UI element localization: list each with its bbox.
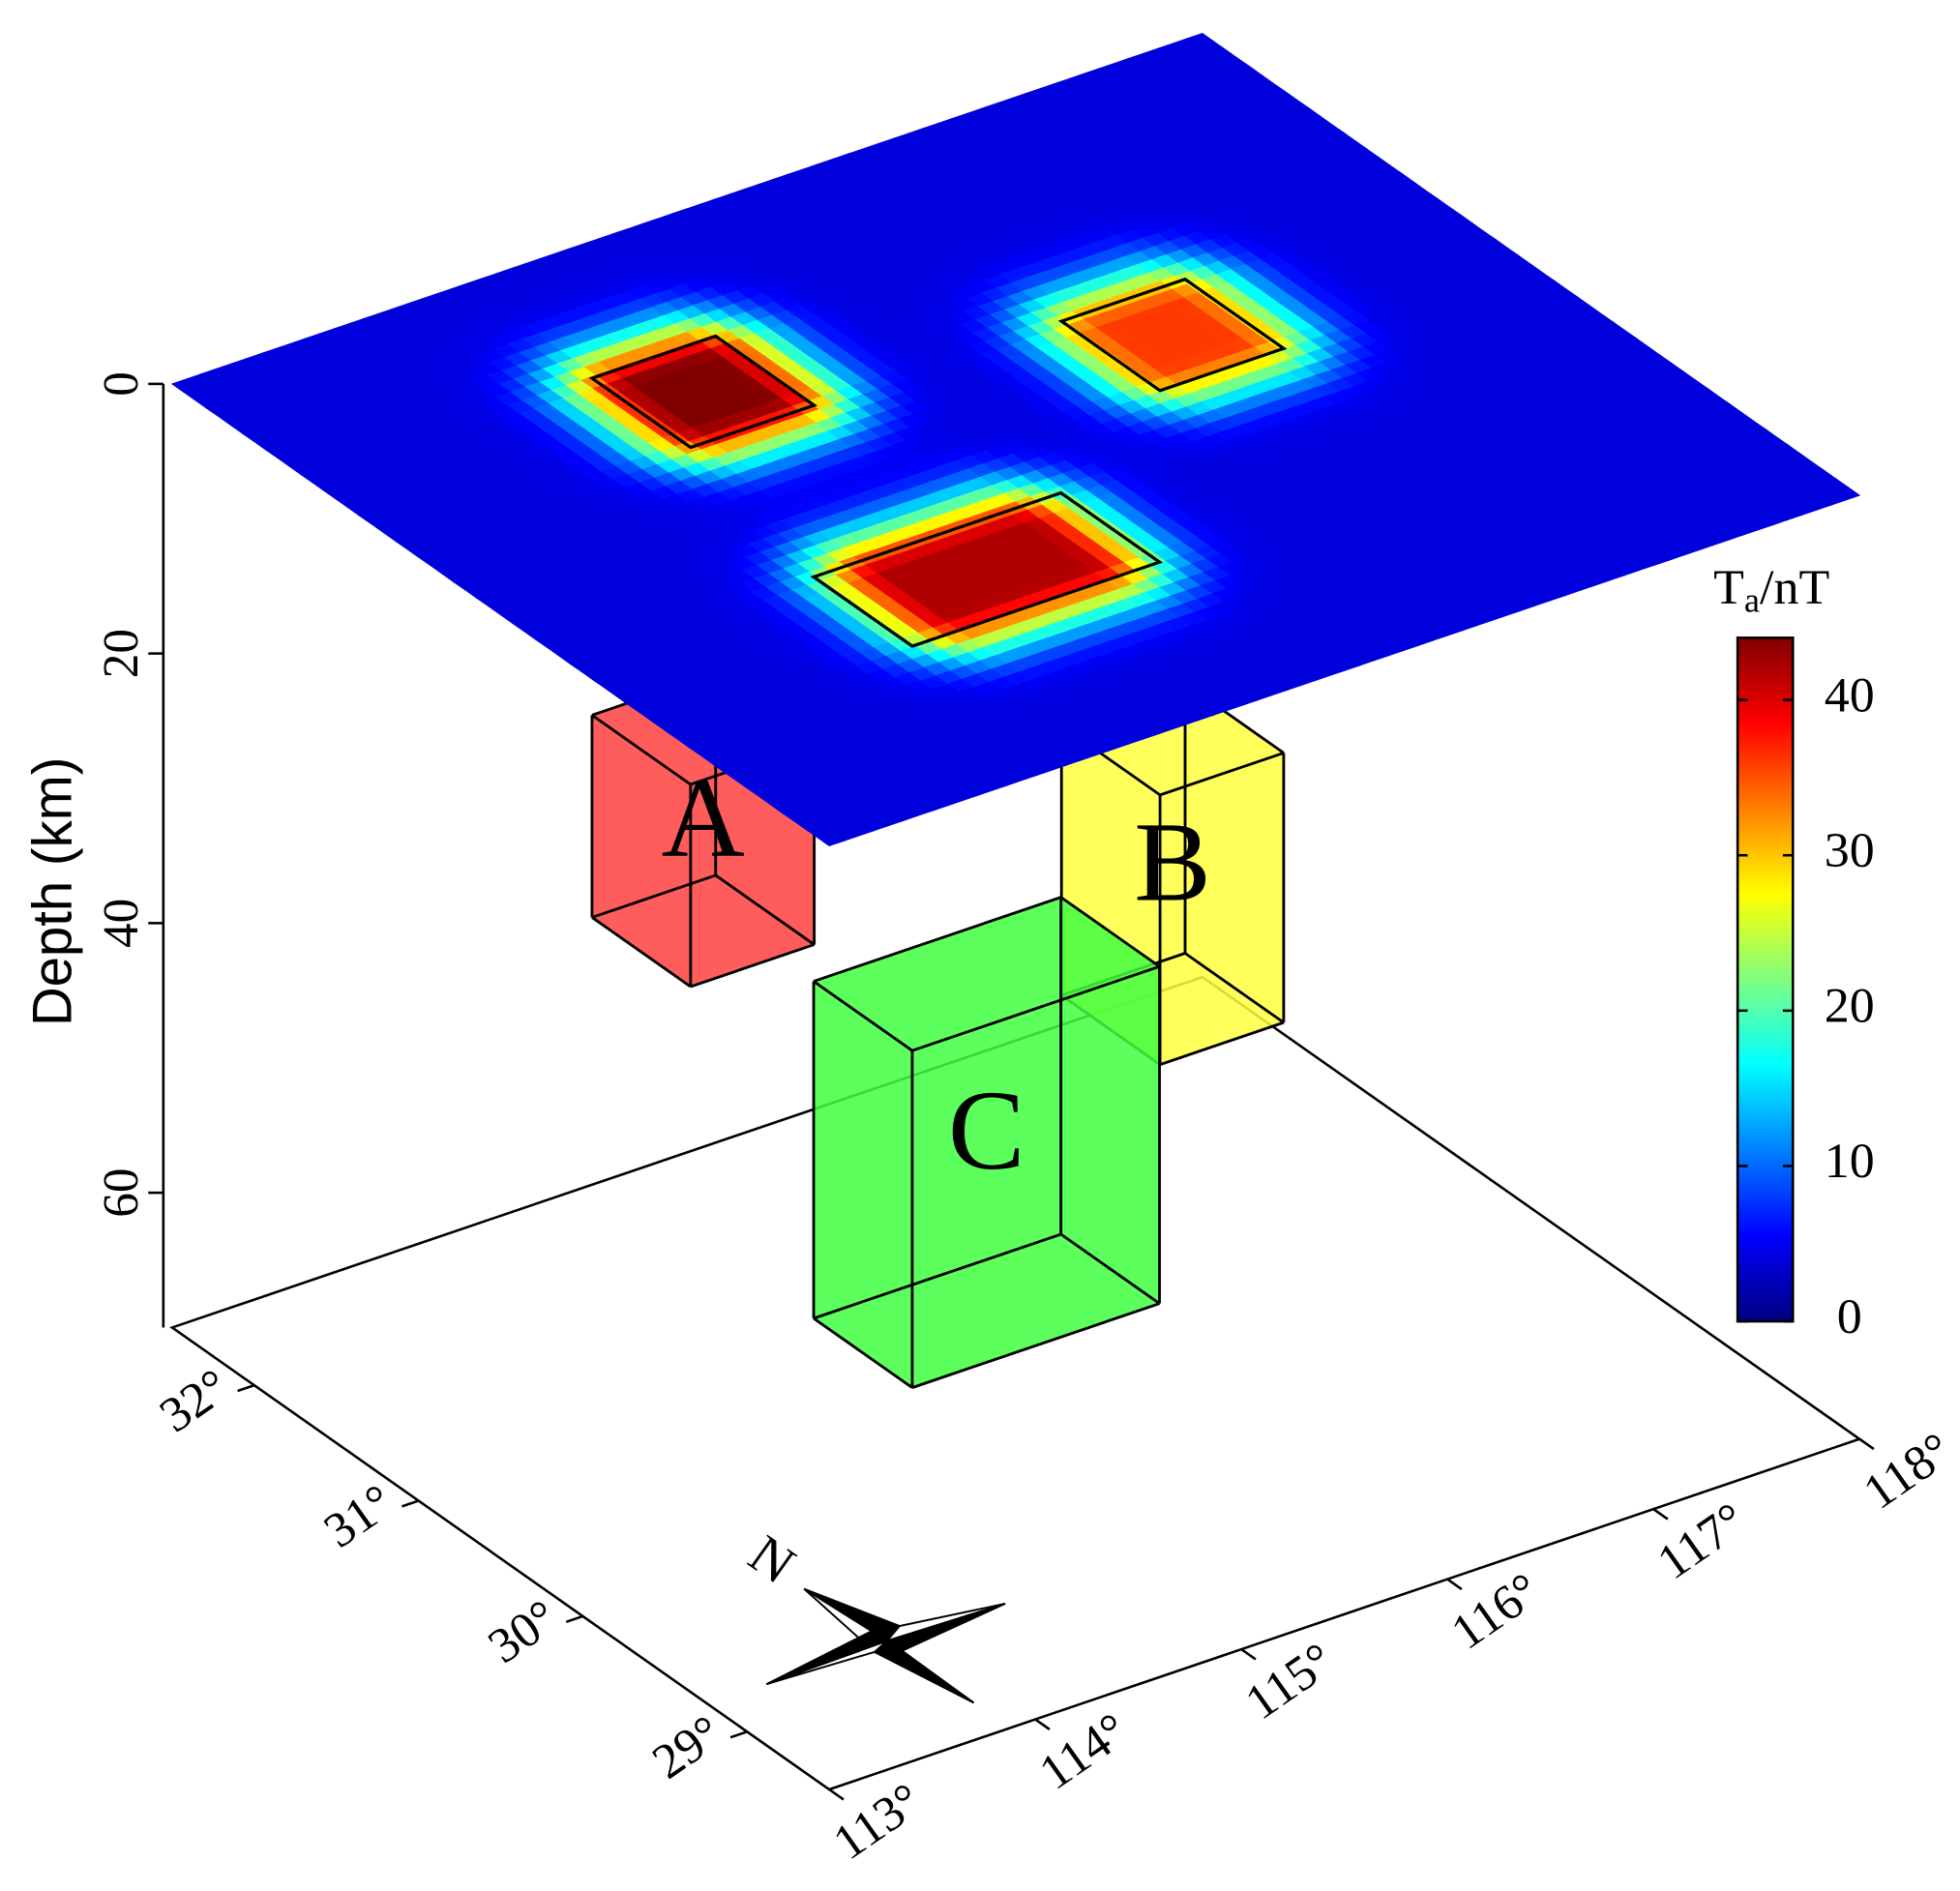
- body-edge: [1159, 752, 1285, 797]
- x-tick-label: 116°: [1441, 1562, 1550, 1660]
- compass-arm: [765, 1628, 889, 1686]
- colorbar-tick-label: 10: [1825, 1135, 1875, 1190]
- y-tick: [565, 1614, 583, 1623]
- compass-label: N: [738, 1523, 806, 1596]
- colorbar: [1736, 636, 1795, 1323]
- x-tick-label: 117°: [1648, 1492, 1756, 1590]
- body-edge: [1059, 1232, 1161, 1305]
- colorbar-subscript: a: [1744, 581, 1760, 620]
- x-tick-label: 113°: [823, 1773, 932, 1871]
- x-tick-label: 114°: [1029, 1702, 1138, 1800]
- x-tick: [828, 1788, 845, 1801]
- colorbar-unit: /nT: [1760, 560, 1829, 615]
- y-tick: [401, 1499, 420, 1508]
- anomaly-plane: [170, 32, 1861, 847]
- z-tick-label: 60: [93, 1167, 148, 1217]
- body-edge: [591, 714, 692, 786]
- body-edge: [1159, 1020, 1285, 1066]
- body-edge: [813, 980, 913, 1052]
- y-tick: [237, 1383, 255, 1393]
- body-edge: [591, 873, 717, 919]
- x-tick-label: 118°: [1854, 1423, 1960, 1521]
- body-edge: [690, 943, 816, 989]
- colorbar-tick-label: 30: [1825, 823, 1875, 878]
- body-edge: [714, 873, 816, 946]
- y-tick-label: 32°: [150, 1359, 240, 1443]
- body-volume: [814, 897, 1160, 1388]
- body-edge: [813, 896, 1062, 983]
- colorbar-tick-label: 40: [1825, 668, 1875, 724]
- compass-arm: [873, 1640, 975, 1704]
- x-tick: [1034, 1718, 1051, 1731]
- x-tick: [1446, 1578, 1463, 1591]
- z-axis-label: Depth (km): [22, 757, 83, 1026]
- y-tick-label: 31°: [314, 1474, 404, 1558]
- compass-arm: [803, 1587, 902, 1642]
- anomaly-outline: [588, 334, 818, 450]
- x-tick: [1240, 1648, 1257, 1661]
- body-edge: [1059, 896, 1161, 968]
- body-label: B: [1134, 798, 1211, 925]
- z-tick-label: 20: [93, 629, 148, 678]
- body-edge: [911, 964, 1160, 1052]
- bodies-layer: A BC: [590, 671, 1286, 1389]
- y-tick: [729, 1730, 748, 1739]
- x-tick: [1652, 1508, 1669, 1521]
- body-edge: [813, 1316, 913, 1389]
- z-tick-label: 40: [93, 899, 148, 948]
- colorbar-label: Ta/nT: [1713, 560, 1829, 620]
- body-label: C: [948, 1067, 1025, 1194]
- anomaly-outline: [1057, 277, 1288, 393]
- colorbar-tick-label: 20: [1825, 979, 1875, 1034]
- compass-rose: [765, 1587, 1006, 1704]
- body-edge: [1184, 952, 1285, 1024]
- y-tick-label: 29°: [642, 1705, 732, 1789]
- y-tick-label: 30°: [479, 1589, 569, 1673]
- body-edge: [911, 1302, 1160, 1389]
- anomaly-outline: [810, 490, 1164, 648]
- z-tick-label: 0: [93, 371, 148, 397]
- body-edge: [813, 1232, 1062, 1320]
- x-tick: [1858, 1437, 1875, 1451]
- heatmap-cell: [1186, 32, 1216, 47]
- x-tick-label: 115°: [1235, 1633, 1344, 1730]
- colorbar-symbol: T: [1713, 560, 1744, 615]
- body-edge: [591, 916, 692, 989]
- colorbar-tick-label: 0: [1837, 1289, 1862, 1344]
- overlay-layer: 0 10 20 30 40: [588, 277, 1875, 1344]
- body: C: [812, 896, 1161, 1389]
